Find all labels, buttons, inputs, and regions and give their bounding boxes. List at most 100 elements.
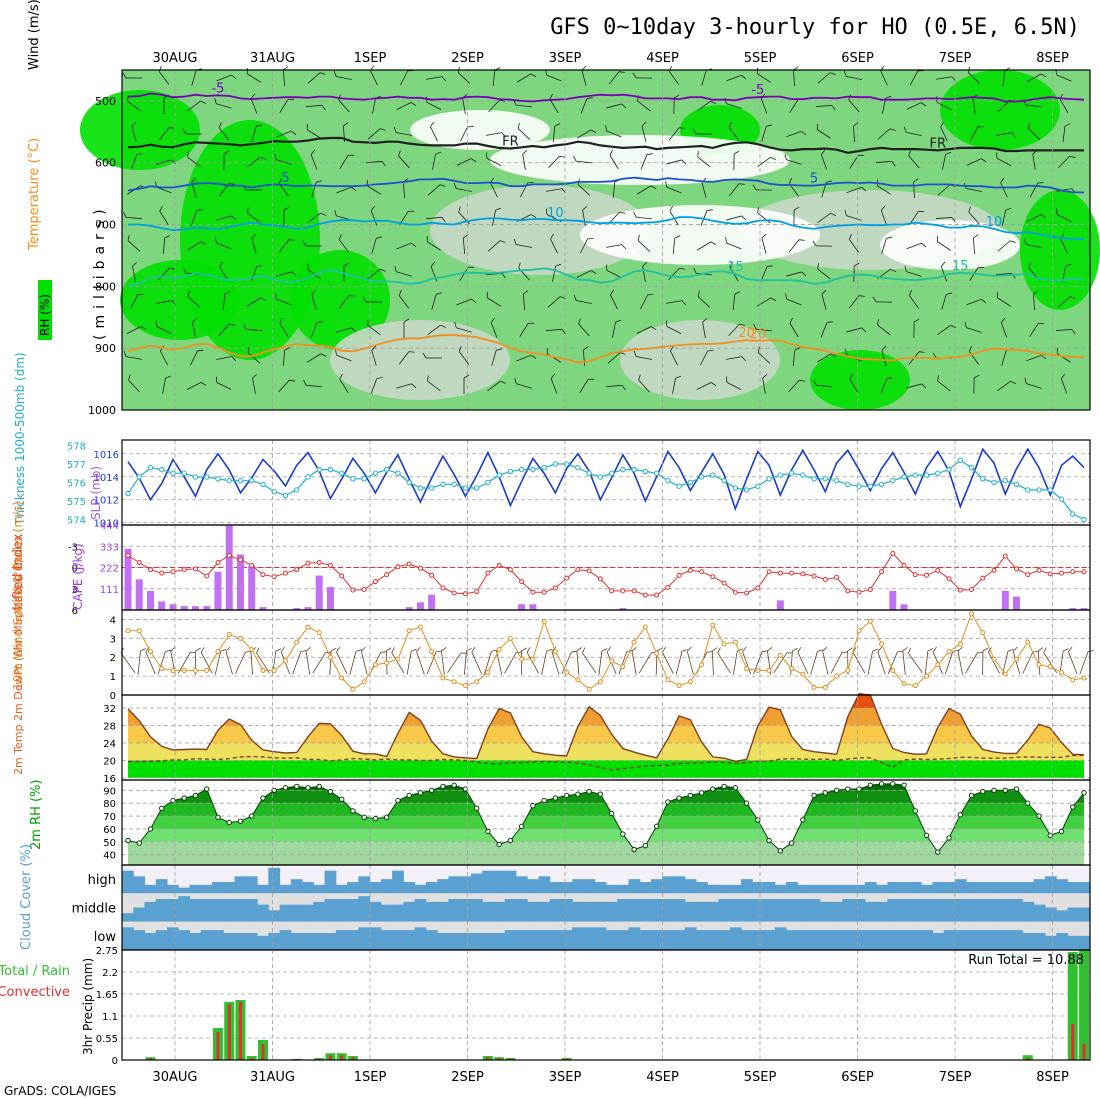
wind-barb-flag	[903, 126, 907, 133]
li-point	[237, 557, 243, 563]
cloud-bar	[212, 930, 224, 950]
wind-barb-flag	[260, 297, 267, 301]
wind-barb	[732, 291, 741, 310]
pressure-tick-label: 1000	[88, 404, 116, 417]
surface-wind-barb-flag	[220, 649, 227, 652]
wind-barb-flag	[200, 241, 207, 245]
wind-barb-shaft	[846, 327, 862, 333]
wind-barb	[302, 240, 322, 247]
wind-speed-point	[552, 649, 558, 655]
wind-barb	[906, 242, 927, 250]
isotherm-label: -5	[211, 81, 224, 96]
cape-bar	[900, 604, 908, 610]
wind-barb-flag	[753, 323, 757, 330]
wind-barb-shaft	[612, 322, 616, 338]
wind-barb	[275, 293, 292, 306]
cloud-bar	[335, 884, 348, 894]
wind-barb	[398, 150, 410, 169]
wind-barb-shaft	[462, 98, 466, 114]
rh-point	[890, 781, 896, 787]
wind-barb	[453, 182, 472, 192]
surface-wind-barb	[924, 648, 934, 675]
wind-barb-flag	[615, 319, 622, 323]
wind-barb-shaft	[668, 71, 680, 85]
rh-point	[710, 786, 716, 792]
cloud-bar	[999, 882, 1012, 894]
pressure-tick-label: 600	[95, 157, 116, 170]
surface-wind-barb-flag	[932, 646, 937, 653]
wind-barb	[576, 129, 597, 139]
li-point	[867, 586, 873, 592]
wind-barb	[215, 376, 232, 390]
wind-barb-flag	[741, 215, 747, 221]
rh-point	[383, 814, 390, 821]
wind-barb-flag	[231, 215, 237, 221]
surface-wind-barb-shaft	[631, 651, 637, 675]
surface-wind-barb-flag	[737, 648, 743, 652]
li-point	[766, 569, 772, 575]
wind-barb-shaft	[216, 356, 232, 360]
wind-barb-shaft	[400, 70, 408, 86]
wind-barb	[486, 291, 501, 307]
cloud-bar	[414, 884, 427, 894]
cloud-bar	[639, 882, 652, 894]
wind-barb	[757, 156, 776, 168]
li-point	[631, 588, 637, 594]
wind-barb-shaft	[726, 74, 742, 82]
wind-barb	[550, 373, 558, 394]
wind-barb-flag	[799, 379, 806, 382]
slp-tick-label: 1016	[94, 450, 119, 461]
cloud-bar	[223, 899, 236, 922]
cape-bar	[416, 602, 424, 610]
wind-barb-shaft	[367, 268, 381, 280]
wind-barb-shaft	[670, 350, 678, 366]
cloud-level-label: middle	[72, 902, 116, 917]
wind-barb-flag	[590, 129, 597, 133]
li-point	[294, 567, 300, 573]
li-point	[710, 574, 716, 580]
rh-point	[1047, 832, 1053, 839]
wind-barb	[642, 261, 648, 282]
cloud-bar	[470, 933, 483, 950]
wind-barb-flag	[678, 127, 685, 129]
wind-barb	[305, 104, 326, 111]
wind-barb-flag	[770, 297, 777, 301]
wind-barb-shaft	[396, 383, 412, 389]
li-point	[372, 579, 378, 585]
wind-barb-flag	[710, 100, 716, 104]
cloud-bar	[302, 882, 314, 894]
wind-barb	[792, 347, 801, 366]
wind-barb-shaft	[906, 102, 922, 110]
surface-wind-barb-shaft	[360, 651, 368, 675]
wind-barb	[903, 126, 922, 137]
wind-barb-flag	[559, 296, 566, 299]
wind-barb	[579, 378, 595, 393]
wind-barb-shaft	[732, 294, 736, 310]
surface-wind-barb-flag	[681, 649, 688, 652]
cloud-bar	[898, 882, 911, 894]
wind-barb-shaft	[1060, 378, 1068, 394]
wind-barb	[1062, 123, 1071, 142]
precip-tick-label: 2.2	[102, 968, 118, 979]
wind-barb-shaft	[336, 186, 352, 194]
wind-barb-flag	[619, 211, 626, 214]
surface-wind-barb-shaft	[742, 651, 752, 675]
rh-tick-label: 90	[103, 786, 116, 797]
wind-barb-flag	[752, 184, 757, 191]
wind-barb-flag	[393, 126, 397, 133]
wind-barb-shaft	[278, 183, 290, 197]
surface-wind-barb-shaft	[214, 651, 222, 675]
cloud-bar	[257, 904, 269, 922]
wind-barb	[398, 351, 415, 365]
wind-legend: 10m Wind Speed & Barbs (m/s)	[11, 501, 25, 690]
cloud-bar	[1033, 879, 1046, 894]
wind-barb-shaft	[908, 155, 920, 169]
wind-barb	[875, 161, 896, 167]
thickness-point	[957, 457, 963, 464]
surface-wind-barb-flag	[631, 646, 637, 652]
cloud-bar	[639, 930, 652, 950]
wind-barb	[666, 159, 687, 165]
wind-barb-flag	[231, 356, 237, 362]
rh-point	[249, 813, 255, 819]
cloud-bar	[684, 901, 697, 922]
